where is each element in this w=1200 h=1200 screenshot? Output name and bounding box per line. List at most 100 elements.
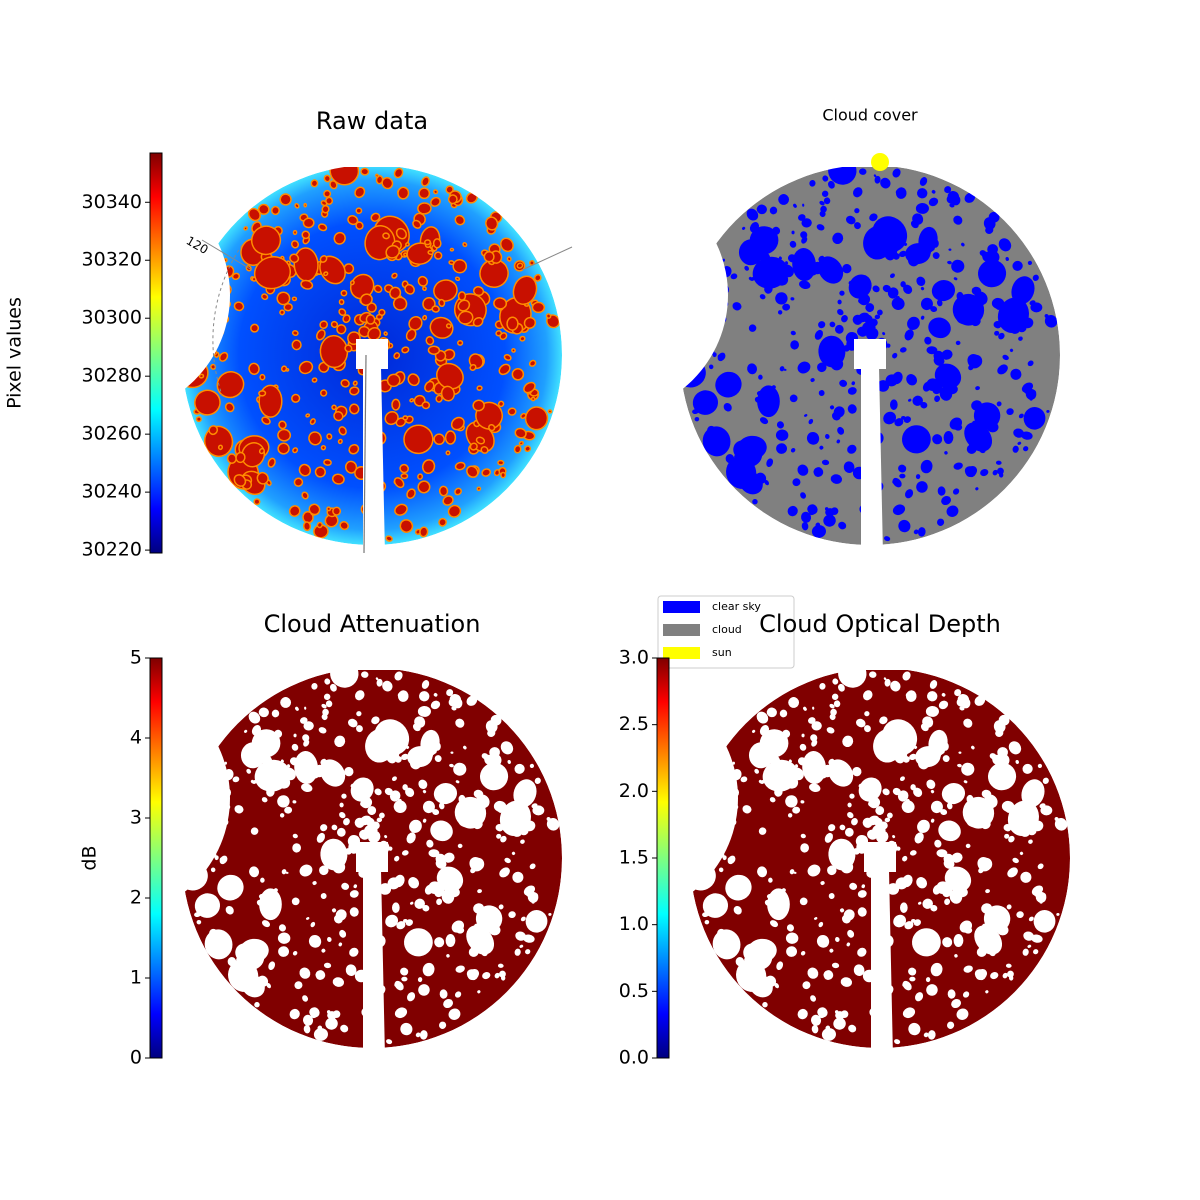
cloud-patch: [912, 395, 923, 406]
cloud-patch: [828, 824, 836, 832]
cloud-patch: [942, 937, 953, 948]
cloud-patch: [749, 945, 773, 970]
cloud-patch: [925, 705, 939, 717]
cloud-patch: [797, 757, 807, 766]
cloud-patch: [704, 919, 710, 925]
cloud-patch: [224, 761, 227, 765]
cloud-patch: [417, 473, 424, 480]
cloud-patch: [725, 874, 752, 901]
cloud-patch: [291, 296, 298, 302]
cloud-patch: [279, 813, 285, 818]
cloud-patch: [454, 991, 462, 998]
cloud-patch: [910, 220, 919, 229]
cloud-patch: [317, 223, 328, 232]
cloud-patch: [323, 775, 328, 779]
cloud-patch: [320, 893, 327, 899]
colorbar-tick-label: 30240: [82, 481, 142, 503]
cloud-patch: [930, 306, 938, 313]
cloud-patch: [986, 424, 993, 431]
cloud-patch: [992, 754, 1002, 765]
cloud-patch: [477, 889, 482, 894]
cloud-patch: [829, 321, 836, 328]
cloud-patch: [458, 803, 470, 814]
cloud-patch: [319, 759, 346, 787]
cloud-patch: [1021, 779, 1045, 808]
cloud-patch: [769, 920, 779, 928]
cloud-patch: [428, 753, 433, 758]
cloud-patch: [845, 215, 856, 225]
cloud-patch: [824, 507, 829, 511]
cloud-patch: [414, 898, 425, 909]
cloud-patch: [268, 961, 276, 971]
cloud-patch: [1016, 911, 1024, 919]
cloud-patch: [991, 297, 1005, 309]
cloud-patch: [943, 431, 954, 445]
cloud-patch: [417, 705, 431, 717]
cloud-patch: [393, 477, 405, 489]
cloud-patch: [872, 285, 880, 293]
cloud-patch: [847, 404, 857, 414]
cloud-patch: [697, 374, 702, 378]
cloud-patch: [210, 867, 216, 873]
cloud-patch: [818, 255, 825, 263]
cloud-patch: [548, 912, 552, 916]
cloud-patch: [942, 885, 953, 898]
cloud-patch: [833, 700, 841, 708]
cloud-patch: [802, 981, 811, 990]
cloud-patch: [994, 330, 1000, 336]
cloud-patch: [224, 402, 235, 413]
cloud-patch: [319, 255, 328, 263]
cloud-patch: [785, 795, 798, 808]
cloud-patch: [791, 230, 795, 235]
cloud-patch: [333, 231, 346, 245]
cloud-patch: [930, 818, 935, 823]
cloud-patch: [1054, 817, 1068, 831]
cloud-patch: [308, 934, 322, 948]
cloud-patch: [971, 286, 982, 296]
cloud-patch: [500, 237, 514, 253]
cloud-patch: [717, 928, 726, 938]
cloud-patch: [485, 216, 499, 231]
cloud-patch: [785, 932, 799, 944]
cloud-patch: [271, 709, 280, 718]
cloud-patch: [828, 156, 857, 185]
cloud-patch: [707, 425, 716, 435]
cloud-patch: [837, 299, 842, 305]
cloud-patch: [1046, 409, 1050, 413]
cloud-patch: [375, 173, 380, 178]
cloud-patch: [821, 1027, 836, 1041]
cloud-patch: [1022, 317, 1034, 329]
cloud-patch: [864, 711, 870, 717]
cloud-patch: [445, 450, 451, 456]
cloud-patch: [758, 374, 763, 380]
cloud-patch: [847, 812, 854, 819]
cloud-patch: [1010, 368, 1022, 380]
cloud-patch: [827, 865, 837, 876]
cloud-patch: [289, 1008, 300, 1020]
cloud-patch: [1027, 260, 1033, 266]
cloud-patch: [930, 904, 938, 912]
cloud-patch: [236, 955, 245, 966]
cloud-patch: [430, 700, 441, 710]
cloud-patch: [417, 275, 429, 287]
cloud-patch: [822, 175, 829, 182]
cloud-patch: [323, 271, 329, 277]
cloud-patch: [488, 927, 495, 934]
cloud-patch: [401, 346, 410, 354]
cloud-patch: [891, 297, 905, 310]
cloud-patch: [996, 927, 1003, 934]
cloud-patch: [854, 222, 861, 230]
cloud-patch: [913, 787, 923, 797]
cloud-patch: [319, 389, 328, 397]
cloud-patch: [386, 748, 400, 761]
cloud-patch: [382, 736, 390, 742]
cloud-patch: [983, 217, 996, 230]
cloud-patch: [735, 957, 745, 967]
legend-swatch: [663, 601, 700, 613]
cloud-patch: [1032, 274, 1039, 281]
cloud-patch: [223, 769, 234, 781]
cloud-patch: [993, 720, 1006, 733]
cloud-patch: [222, 818, 229, 826]
cloud-patch: [757, 385, 780, 418]
cloud-patch: [748, 324, 757, 332]
